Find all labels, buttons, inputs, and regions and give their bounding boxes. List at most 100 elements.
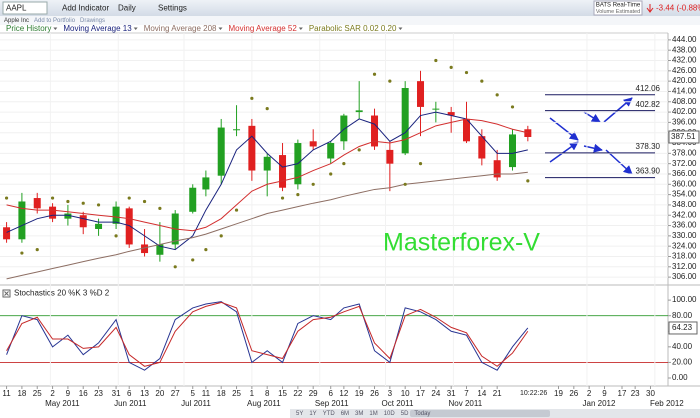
y-tick-label: 360.00 bbox=[672, 179, 697, 188]
candle-body bbox=[18, 201, 26, 240]
range-button[interactable]: 1M bbox=[369, 411, 377, 417]
down-arrow-icon bbox=[646, 4, 654, 13]
feed: BATS Real-Time bbox=[596, 3, 641, 9]
ma-line bbox=[6, 171, 528, 280]
scroll-thumb[interactable] bbox=[410, 410, 550, 417]
legend-entry[interactable]: Moving Average 208 bbox=[144, 24, 217, 33]
y-tick-label: 40.00 bbox=[672, 342, 693, 351]
legend-entry[interactable]: Price History bbox=[6, 24, 51, 33]
x-tick-label: 19 bbox=[355, 389, 364, 398]
arrow bbox=[605, 149, 633, 175]
sar-dot bbox=[4, 196, 9, 200]
month-label: Jul 2011 bbox=[181, 399, 211, 408]
sar-dot bbox=[449, 65, 453, 69]
sar-dot bbox=[173, 265, 177, 269]
sar-dot bbox=[20, 251, 24, 255]
legend-dropdown bbox=[298, 27, 303, 30]
sar-dot bbox=[329, 172, 333, 176]
x-tick-label: 17 bbox=[416, 389, 425, 398]
y-tick-label: 420.00 bbox=[672, 76, 697, 85]
x-tick-label: 25 bbox=[232, 389, 241, 398]
menu-item[interactable]: Daily bbox=[118, 4, 136, 13]
x-tick-label: 9 bbox=[602, 389, 607, 398]
x-tick-label: 7 bbox=[464, 389, 469, 398]
y-tick-label: 100.00 bbox=[672, 295, 697, 304]
company: Apple Inc bbox=[4, 18, 29, 24]
range-button[interactable]: 10D bbox=[384, 411, 396, 417]
ma-line bbox=[6, 118, 528, 232]
month-label: Oct 2011 bbox=[382, 399, 414, 408]
legend-entry[interactable]: Moving Average 52 bbox=[228, 24, 297, 33]
sar-dot bbox=[495, 93, 499, 97]
menu-item[interactable]: Settings bbox=[158, 4, 187, 13]
link[interactable]: Drawings bbox=[80, 18, 105, 24]
candle-body bbox=[112, 206, 120, 224]
sar-dot bbox=[296, 193, 300, 197]
candle-body bbox=[401, 88, 409, 154]
last-price: 387.51 bbox=[671, 132, 696, 141]
x-tick-label: 8 bbox=[265, 389, 270, 398]
level-label: 378.30 bbox=[636, 142, 661, 151]
range-button[interactable]: 1Y bbox=[309, 411, 316, 417]
candle-body bbox=[3, 227, 11, 240]
indicator-title: Stochastics 20 %K 3 %D 2 bbox=[14, 289, 110, 298]
x-tick-label: 10 bbox=[401, 389, 410, 398]
y-tick-label: 354.00 bbox=[672, 190, 697, 199]
symbol[interactable]: AAPL bbox=[6, 4, 27, 13]
sar-dot bbox=[191, 258, 195, 262]
x-tick-label: 17 bbox=[618, 389, 627, 398]
y-tick-label: 336.00 bbox=[672, 221, 697, 230]
legend-dropdown bbox=[53, 27, 58, 30]
month-label: Aug 2011 bbox=[247, 399, 281, 408]
sar-dot bbox=[311, 182, 315, 186]
y-tick-label: 324.00 bbox=[672, 241, 697, 250]
sar-dot bbox=[265, 107, 269, 111]
y-tick-label: 444.00 bbox=[672, 35, 697, 44]
x-tick-label: 6 bbox=[127, 389, 132, 398]
candle-body bbox=[447, 112, 455, 116]
sar-dot bbox=[388, 79, 392, 83]
legend-dropdown bbox=[133, 27, 138, 30]
sar-dot bbox=[50, 196, 55, 200]
y-tick-label: 378.00 bbox=[672, 148, 697, 157]
range-button[interactable]: Today bbox=[414, 411, 430, 417]
symbol-box[interactable] bbox=[2, 1, 48, 15]
range-button[interactable]: 5Y bbox=[296, 411, 303, 417]
x-tick-label: 21 bbox=[493, 389, 502, 398]
x-tick-label: 26 bbox=[370, 389, 379, 398]
y-tick-label: 438.00 bbox=[672, 45, 697, 54]
y-tick-label: 426.00 bbox=[672, 66, 697, 75]
range-button[interactable]: YTD bbox=[323, 411, 336, 417]
level-label: 402.82 bbox=[636, 100, 661, 109]
month-label: Feb 2012 bbox=[650, 399, 684, 408]
x-tick-label: 31 bbox=[447, 389, 456, 398]
sar-dot bbox=[81, 201, 85, 205]
range-button[interactable]: 5D bbox=[401, 411, 409, 417]
range-button[interactable]: 3M bbox=[355, 411, 363, 417]
x-tick-label: 1 bbox=[250, 389, 255, 398]
x-tick-label: 3 bbox=[388, 389, 393, 398]
y-tick-label: 306.00 bbox=[672, 272, 697, 281]
sub-toolbar bbox=[0, 16, 700, 25]
sar-dot bbox=[510, 105, 515, 109]
candle-body bbox=[49, 206, 57, 219]
month-label: Sep 2011 bbox=[315, 399, 349, 408]
range-button[interactable]: 6M bbox=[341, 411, 349, 417]
legend-dropdown bbox=[398, 27, 403, 30]
legend-entry[interactable]: Parabolic SAR 0.02 0.20 bbox=[309, 24, 397, 33]
y-tick-label: 408.00 bbox=[672, 97, 697, 106]
y-tick-label: 414.00 bbox=[672, 87, 697, 96]
sar-dot bbox=[234, 208, 239, 212]
candle-body bbox=[493, 160, 501, 178]
x-tick-label: 18 bbox=[17, 389, 26, 398]
y-tick-label: 396.00 bbox=[672, 118, 697, 127]
link[interactable]: Add to Portfolio bbox=[34, 18, 76, 24]
y-tick-label: 342.00 bbox=[672, 210, 697, 219]
y-tick-label: 20.00 bbox=[672, 358, 693, 367]
stoch-line bbox=[6, 301, 529, 371]
month-label: Nov 2011 bbox=[449, 399, 483, 408]
menu-item[interactable]: Add Indicator bbox=[62, 4, 109, 13]
x-tick-label: 22 bbox=[293, 389, 302, 398]
legend-entry[interactable]: Moving Average 13 bbox=[63, 24, 132, 33]
